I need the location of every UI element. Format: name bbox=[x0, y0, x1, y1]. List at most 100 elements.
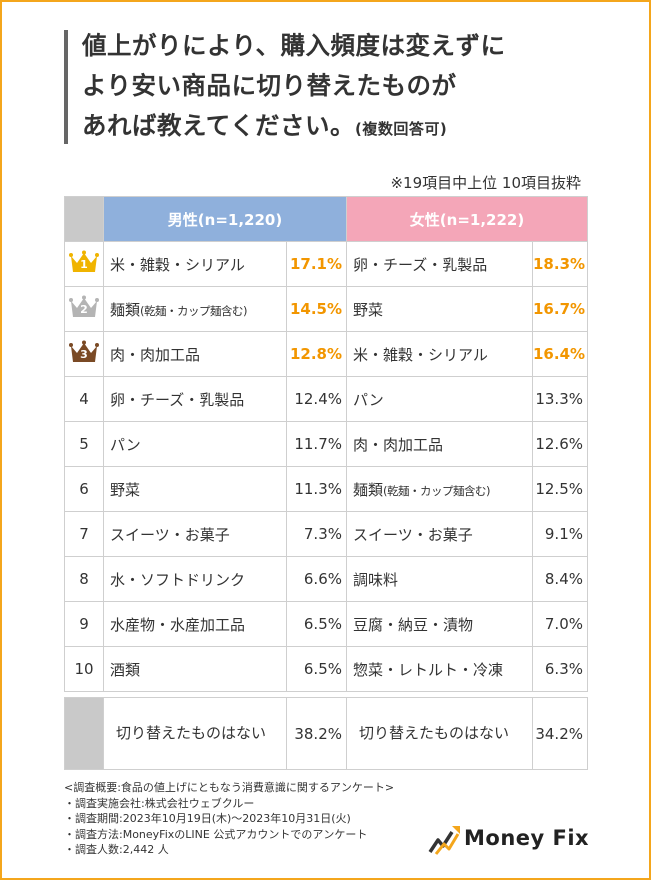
female-value: 6.3% bbox=[532, 646, 588, 692]
female-item-cell: スイーツ・お菓子 bbox=[346, 511, 533, 557]
title-block: 値上がりにより、購入頻度は変えずに より安い商品に切り替えたものが あれば教えて… bbox=[64, 26, 604, 148]
rank-cell: 8 bbox=[64, 556, 104, 602]
table-row: 4 卵・チーズ・乳製品 12.4% パン 13.3% bbox=[64, 376, 588, 422]
table-row: 5 パン 11.7% 肉・肉加工品 12.6% bbox=[64, 421, 588, 467]
female-item-label: スイーツ・お菓子 bbox=[353, 525, 473, 544]
female-item-label: 米・雑穀・シリアル bbox=[353, 345, 488, 364]
title-line-2: より安い商品に切り替えたものが bbox=[82, 71, 457, 100]
footer-line: ・調査人数:2,442 人 bbox=[64, 843, 169, 856]
female-item-note: (乾麺・カップ麺含む) bbox=[383, 483, 490, 498]
page-title: 値上がりにより、購入頻度は変えずに より安い商品に切り替えたものが あれば教えて… bbox=[82, 26, 602, 149]
male-item-label: 酒類 bbox=[110, 660, 141, 679]
female-item-cell: 調味料 bbox=[346, 556, 533, 602]
female-item-cell: 惣菜・レトルト・冷凍 bbox=[346, 646, 533, 692]
rank-cell: 5 bbox=[64, 421, 104, 467]
female-item-label: 卵・チーズ・乳製品 bbox=[353, 255, 488, 274]
male-value: 7.3% bbox=[286, 511, 347, 557]
male-item-label: スイーツ・お菓子 bbox=[110, 525, 230, 544]
male-item-cell: 米・雑穀・シリアル bbox=[103, 241, 287, 287]
rank-number: 2 bbox=[80, 303, 88, 316]
female-item-label: 野菜 bbox=[353, 300, 384, 319]
none-row: 切り替えたものはない 38.2% 切り替えたものはない 34.2% bbox=[64, 697, 588, 770]
table-row: 8 水・ソフトドリンク 6.6% 調味料 8.4% bbox=[64, 556, 588, 602]
survey-footer: <調査概要:食品の値上げにともなう消費意識に関するアンケート> ・調査実施会社:… bbox=[64, 780, 394, 858]
footer-line: ・調査実施会社:株式会社ウェブクルー bbox=[64, 796, 255, 810]
female-none-value: 34.2% bbox=[532, 697, 588, 770]
male-item-label: 水・ソフトドリンク bbox=[110, 570, 246, 589]
female-item-cell: 野菜 bbox=[346, 286, 533, 332]
male-item-cell: 酒類 bbox=[103, 646, 287, 692]
silver-crown-icon: 2 bbox=[69, 295, 99, 319]
header-corner bbox=[64, 196, 104, 242]
rank-number: 3 bbox=[80, 348, 88, 361]
male-header: 男性(n=1,220) bbox=[103, 196, 347, 242]
male-value: 6.5% bbox=[286, 646, 347, 692]
male-value: 11.7% bbox=[286, 421, 347, 467]
female-item-cell: パン bbox=[346, 376, 533, 422]
female-item-label: 惣菜・レトルト・冷凍 bbox=[353, 660, 504, 679]
male-item-label: 野菜 bbox=[110, 480, 141, 499]
rank-cell: 7 bbox=[64, 511, 104, 557]
female-item-label: 麺類 bbox=[353, 480, 384, 499]
rank-cell: 2 bbox=[64, 286, 104, 332]
male-item-cell: 水産物・水産加工品 bbox=[103, 601, 287, 647]
female-item-cell: 麺類(乾麺・カップ麺含む) bbox=[346, 466, 533, 512]
table-row: 3 肉・肉加工品 12.8% 米・雑穀・シリアル 16.4% bbox=[64, 331, 588, 377]
title-line-1: 値上がりにより、購入頻度は変えずに bbox=[82, 31, 506, 60]
female-value: 12.6% bbox=[532, 421, 588, 467]
female-value: 12.5% bbox=[532, 466, 588, 512]
none-rank-cell bbox=[64, 697, 104, 770]
header-row: 男性(n=1,220) 女性(n=1,222) bbox=[64, 196, 588, 242]
male-item-cell: 野菜 bbox=[103, 466, 287, 512]
rank-cell: 3 bbox=[64, 331, 104, 377]
footer-line: ・調査期間:2023年10月19日(木)〜2023年10月31日(火) bbox=[64, 812, 351, 825]
footer-line: <調査概要:食品の値上げにともなう消費意識に関するアンケート> bbox=[64, 781, 395, 794]
rank-cell: 9 bbox=[64, 601, 104, 647]
male-none-value: 38.2% bbox=[286, 697, 347, 770]
table-row: 2 麺類(乾麺・カップ麺含む) 14.5% 野菜 16.7% bbox=[64, 286, 588, 332]
title-line-3: あれば教えてください。(複数回答可) bbox=[82, 106, 602, 149]
female-value: 9.1% bbox=[532, 511, 588, 557]
money-fix-logo: Money Fix bbox=[428, 822, 598, 856]
male-item-label: 肉・肉加工品 bbox=[110, 345, 201, 364]
male-item-label: 卵・チーズ・乳製品 bbox=[110, 390, 245, 409]
gold-crown-icon: 1 bbox=[69, 250, 99, 274]
table-row: 9 水産物・水産加工品 6.5% 豆腐・納豆・漬物 7.0% bbox=[64, 601, 588, 647]
extract-note: ※19項目中上位 10項目抜粋 bbox=[390, 174, 581, 192]
male-item-note: (乾麺・カップ麺含む) bbox=[140, 303, 247, 318]
male-value: 12.8% bbox=[286, 331, 347, 377]
rank-cell: 1 bbox=[64, 241, 104, 287]
female-item-cell: 米・雑穀・シリアル bbox=[346, 331, 533, 377]
male-value: 12.4% bbox=[286, 376, 347, 422]
table-row: 10 酒類 6.5% 惣菜・レトルト・冷凍 6.3% bbox=[64, 646, 588, 692]
title-subnote: (複数回答可) bbox=[355, 120, 448, 138]
male-value: 11.3% bbox=[286, 466, 347, 512]
male-item-cell: 水・ソフトドリンク bbox=[103, 556, 287, 602]
rank-cell: 10 bbox=[64, 646, 104, 692]
female-item-cell: 肉・肉加工品 bbox=[346, 421, 533, 467]
female-none-label: 切り替えたものはない bbox=[346, 697, 533, 770]
ranking-table: 男性(n=1,220) 女性(n=1,222) 1 米・雑穀・シリアル 17.1% 卵… bbox=[64, 196, 588, 770]
male-item-cell: パン bbox=[103, 421, 287, 467]
chart-arrow-logo-icon bbox=[428, 826, 460, 855]
female-value: 18.3% bbox=[532, 241, 588, 287]
female-value: 13.3% bbox=[532, 376, 588, 422]
male-value: 6.5% bbox=[286, 601, 347, 647]
bronze-crown-icon: 3 bbox=[69, 340, 99, 364]
female-header: 女性(n=1,222) bbox=[346, 196, 588, 242]
male-item-label: 水産物・水産加工品 bbox=[110, 615, 246, 634]
female-value: 16.7% bbox=[532, 286, 588, 332]
logo-text: Money Fix bbox=[464, 826, 590, 850]
male-item-cell: 麺類(乾麺・カップ麺含む) bbox=[103, 286, 287, 332]
female-value: 16.4% bbox=[532, 331, 588, 377]
male-item-label: 麺類 bbox=[110, 300, 141, 319]
male-item-label: 米・雑穀・シリアル bbox=[110, 255, 245, 274]
female-value: 7.0% bbox=[532, 601, 588, 647]
male-value: 17.1% bbox=[286, 241, 347, 287]
title-line-3-text: あれば教えてください。 bbox=[82, 111, 356, 140]
male-value: 14.5% bbox=[286, 286, 347, 332]
table-row: 6 野菜 11.3% 麺類(乾麺・カップ麺含む) 12.5% bbox=[64, 466, 588, 512]
male-value: 6.6% bbox=[286, 556, 347, 602]
female-item-label: 調味料 bbox=[353, 570, 399, 589]
